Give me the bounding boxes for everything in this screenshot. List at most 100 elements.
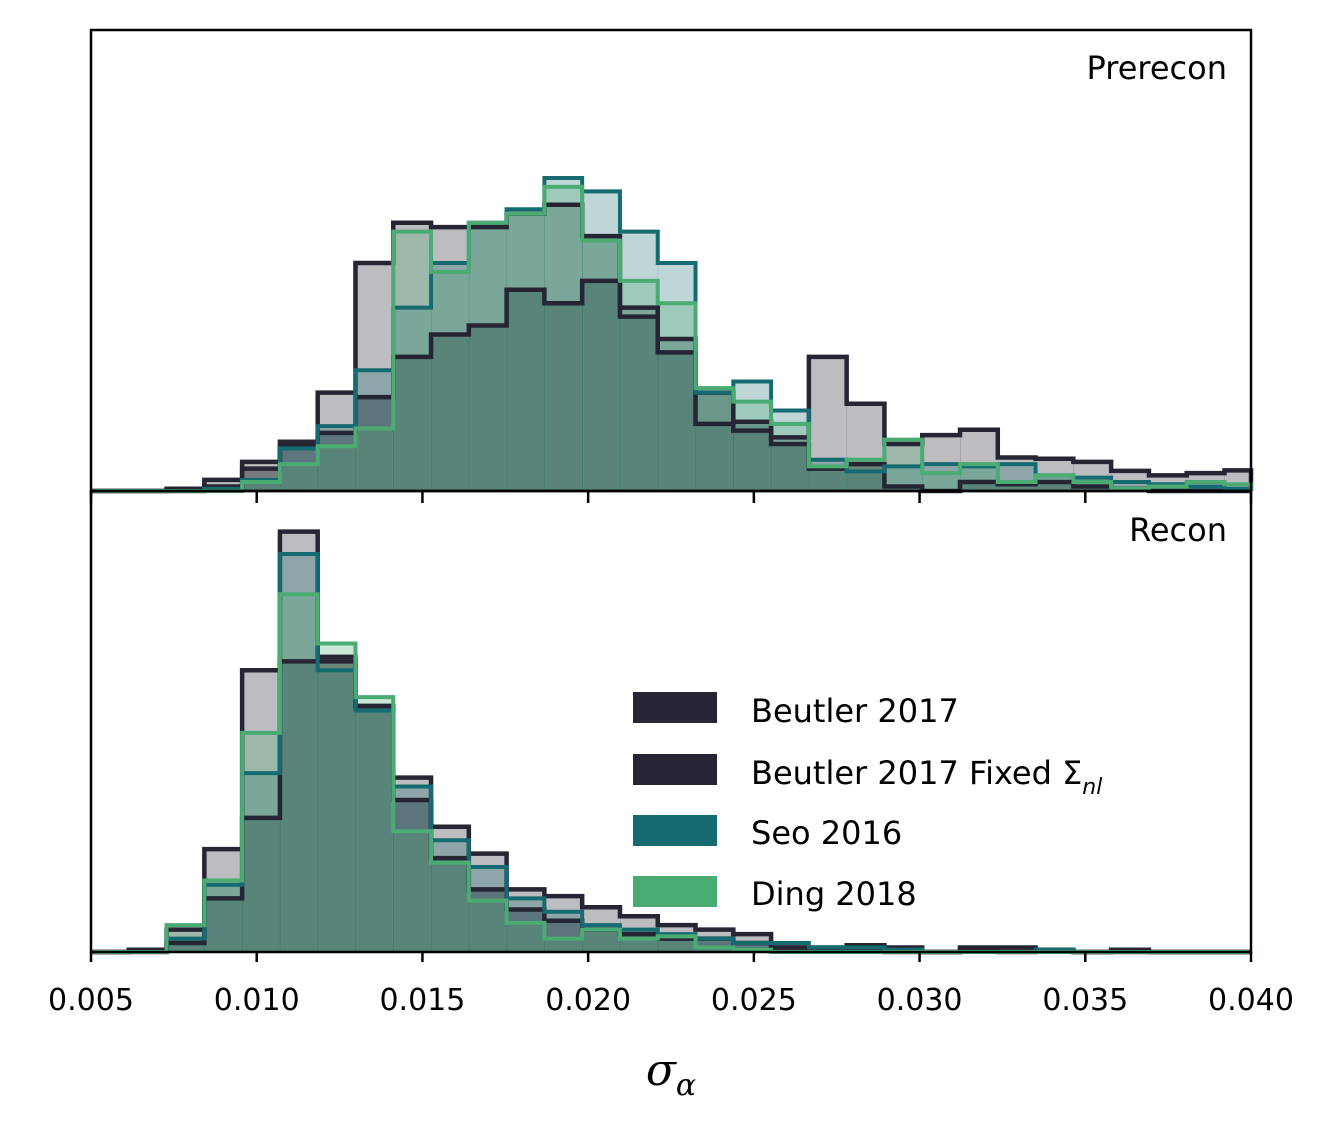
prerecon-seo-2016-bar [242, 479, 281, 491]
legend: Beutler 2017 Beutler 2017 Fixed Σnl Seo … [633, 692, 1102, 913]
prerecon-ding-2018-bar [468, 222, 508, 491]
recon-ding-2018-bar [279, 594, 319, 952]
prerecon-beutler-2017-fixed-bar [393, 356, 432, 491]
prerecon-ding-2018-bar [506, 213, 545, 492]
recon-ding-2018-bar [355, 697, 394, 952]
recon-beutler-2017-series [128, 531, 1150, 952]
prerecon-beutler-2017-fixed-bar [582, 280, 621, 491]
recon-beutler-2017-bar [242, 670, 281, 952]
prerecon-seo-2016-bar [544, 177, 583, 491]
x-tick-label: 0.035 [1042, 983, 1128, 1018]
recon-beutler-2017-fixed-bar [544, 920, 583, 952]
x-tick-label: 0.010 [214, 983, 300, 1018]
prerecon-seo-2016-series [204, 177, 1252, 491]
recon-panel: Recon [89, 489, 1253, 955]
prerecon-seo-2016-bar [393, 307, 432, 491]
prerecon-beutler-2017-fixed-bar [695, 392, 734, 491]
recon-beutler-2017-fixed-bar [582, 929, 621, 952]
x-tick-label: 0.040 [1208, 983, 1294, 1018]
legend-swatch-beutler-2017-fixed [633, 754, 717, 785]
prerecon-beutler-2017-bar [468, 227, 508, 492]
prerecon-beutler-2017-bar [695, 423, 734, 491]
prerecon-ding-2018-outline [91, 184, 1253, 493]
recon-beutler-2017-fixed-bar [204, 898, 243, 952]
prerecon-ding-2018-bar [771, 423, 810, 491]
prerecon-ding-2018-bar [393, 231, 432, 491]
recon-ding-2018-bar [431, 862, 470, 952]
recon-ding-2018-bar [242, 732, 281, 952]
prerecon-beutler-2017-fixed-bar [431, 334, 470, 491]
recon-ding-2018-bar [582, 929, 621, 952]
recon-seo-2016-bar [279, 554, 319, 952]
prerecon-beutler-2017-fixed-bar [808, 468, 848, 491]
x-tick-label: 0.020 [545, 983, 631, 1018]
prerecon-ding-2018-bar [960, 464, 999, 491]
prerecon-seo-2016-bar [355, 370, 394, 491]
prerecon-beutler-2017-fixed-bar [997, 484, 1037, 491]
recon-ding-2018-bar [544, 938, 583, 952]
recon-beutler-2017-fixed-bar [431, 858, 470, 952]
recon-ding-2018-bar [619, 938, 659, 952]
recon-beutler-2017-bar [431, 826, 470, 952]
prerecon-ding-2018-bar [431, 271, 470, 491]
prerecon-beutler-2017-fixed-bar [355, 397, 394, 491]
recon-seo-2016-series [166, 554, 1074, 952]
prerecon-seo-2016-bar [279, 448, 319, 491]
recon-histograms [91, 529, 1251, 955]
recon-beutler-2017-fixed-bar [279, 661, 319, 952]
recon-beutler-2017-fixed-bar [355, 706, 394, 952]
prerecon-beutler-2017-bar [544, 204, 583, 491]
prerecon-beutler-2017-bar [733, 430, 772, 491]
prerecon-seo-2016-bar [506, 209, 545, 491]
prerecon-beutler-2017-fixed-bar [771, 444, 810, 491]
legend-swatch-beutler-2017 [633, 692, 717, 723]
legend-label-beutler-2017-fixed-sub: nl [1082, 775, 1102, 800]
recon-ding-2018-bar [468, 900, 508, 952]
prerecon-seo-2016-bar [657, 262, 697, 491]
recon-label: Recon [1129, 511, 1227, 549]
prerecon-seo-2016-bar [431, 262, 470, 491]
legend-swatch-seo-2016 [633, 815, 717, 846]
prerecon-ding-2018-bar [242, 482, 281, 491]
recon-beutler-2017-fixed-bar [506, 909, 545, 952]
recon-beutler-2017-fixed-bar [393, 799, 432, 952]
legend-label-beutler-2017: Beutler 2017 [751, 692, 959, 730]
recon-beutler-2017-fixed-bar [317, 661, 356, 952]
recon-beutler-2017-fixed-bar [242, 817, 281, 952]
prerecon-ding-2018-bar [355, 428, 394, 491]
recon-seo-2016-bar [317, 670, 356, 952]
recon-seo-2016-bar [733, 943, 772, 952]
x-axis-label-symbol: σ [646, 1045, 678, 1096]
recon-seo-2016-bar [355, 710, 394, 952]
prerecon-histograms [91, 175, 1254, 494]
recon-ding-2018-bar [393, 831, 432, 952]
x-axis: 0.005 0.010 0.015 0.020 0.025 0.030 0.035 0.040 [48, 491, 1294, 1018]
prerecon-seo-2016-bar [960, 466, 999, 491]
prerecon-beutler-2017-bar [846, 403, 885, 491]
prerecon-ding-2018-bar [657, 303, 697, 491]
recon-beutler-2017-bar [317, 656, 356, 952]
prerecon-ding-2018-bar [544, 186, 583, 492]
x-tick-label: 0.025 [711, 983, 797, 1018]
legend-label-beutler-2017-fixed: Beutler 2017 Fixed Σnl [751, 754, 1102, 800]
prerecon-seo-2016-bar [317, 426, 356, 491]
prerecon-beutler-2017-fixed-bar [1035, 482, 1074, 491]
recon-seo-2016-bar [393, 786, 432, 952]
recon-ding-2018-bar [695, 947, 734, 952]
prerecon-beutler-2017-fixed-bar [846, 464, 885, 491]
x-axis-label-sub: α [676, 1068, 696, 1103]
prerecon-ding-2018-bar [279, 464, 319, 491]
prerecon-panel: Prerecon [89, 28, 1254, 494]
prerecon-beutler-2017-bar [317, 392, 356, 491]
prerecon-label: Prerecon [1087, 49, 1227, 87]
prerecon-beutler-2017-fixed-bar [468, 325, 508, 491]
x-tick-label: 0.030 [877, 983, 963, 1018]
prerecon-beutler-2017-fixed-series [204, 280, 1150, 491]
recon-ding-2018-bar [204, 880, 243, 952]
prerecon-beutler-2017-fixed-bar [279, 446, 319, 491]
recon-frame [89, 489, 1253, 954]
prerecon-seo-2016-bar [846, 471, 885, 491]
x-axis-label: σα [646, 1045, 696, 1103]
recon-beutler-2017-fixed-series [166, 661, 1074, 952]
